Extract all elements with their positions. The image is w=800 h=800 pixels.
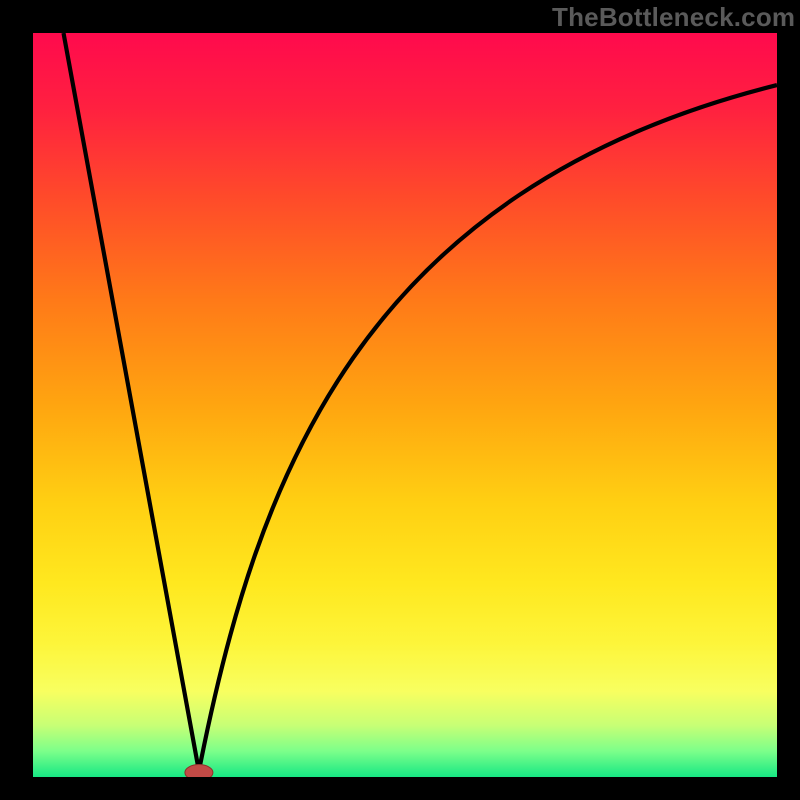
watermark-text: TheBottleneck.com bbox=[552, 2, 795, 33]
optimal-point-marker bbox=[185, 765, 213, 777]
bottleneck-chart bbox=[33, 33, 777, 777]
chart-frame bbox=[33, 33, 777, 777]
chart-background bbox=[33, 33, 777, 777]
